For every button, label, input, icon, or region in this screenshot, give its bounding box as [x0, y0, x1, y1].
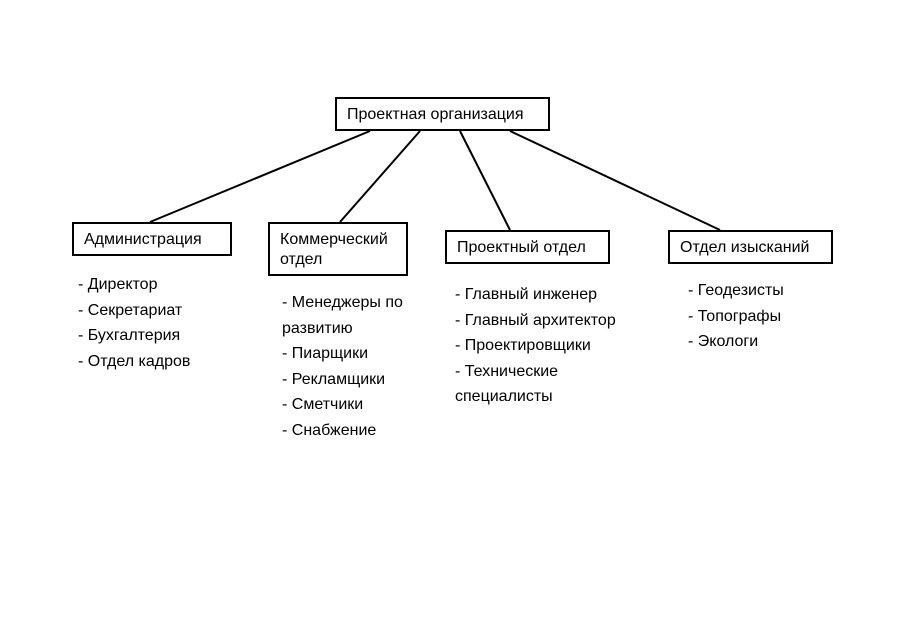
dept-box-admin: Администрация	[72, 222, 232, 256]
list-item: Отдел кадров	[78, 349, 190, 375]
edge-commercial	[340, 131, 420, 222]
list-item: Экологи	[688, 329, 784, 355]
root-label: Проектная организация	[347, 106, 524, 123]
dept-list-commercial: Менеджеры по развитиюПиарщикиРекламщикиС…	[282, 290, 432, 444]
root-node: Проектная организация	[335, 97, 550, 131]
list-item: Снабжение	[282, 418, 432, 444]
dept-label-admin: Администрация	[84, 231, 202, 248]
list-item: Секретариат	[78, 298, 190, 324]
list-item: Пиарщики	[282, 341, 432, 367]
edge-admin	[150, 131, 370, 222]
dept-label-commercial: Коммерческий отдел	[280, 231, 388, 268]
dept-box-survey: Отдел изысканий	[668, 230, 833, 264]
org-chart-canvas: Проектная организация Администрация Дирек…	[0, 0, 900, 640]
list-item: Менеджеры по развитию	[282, 290, 432, 341]
dept-box-commercial: Коммерческий отдел	[268, 222, 408, 276]
dept-label-project: Проектный отдел	[457, 239, 586, 256]
dept-list-survey: ГеодезистыТопографыЭкологи	[688, 278, 784, 355]
dept-label-survey: Отдел изысканий	[680, 239, 809, 256]
list-item: Главный инженер	[455, 282, 625, 308]
dept-box-project: Проектный отдел	[445, 230, 610, 264]
list-item: Рекламщики	[282, 367, 432, 393]
dept-list-project: Главный инженерГлавный архитекторПроекти…	[455, 282, 625, 410]
list-item: Директор	[78, 272, 190, 298]
dept-list-admin: ДиректорСекретариатБухгалтерияОтдел кадр…	[78, 272, 190, 374]
list-item: Проектировщики	[455, 333, 625, 359]
list-item: Главный архитектор	[455, 308, 625, 334]
edge-survey	[510, 131, 720, 230]
list-item: Топографы	[688, 304, 784, 330]
edge-project	[460, 131, 510, 230]
list-item: Технические специалисты	[455, 359, 625, 410]
list-item: Геодезисты	[688, 278, 784, 304]
list-item: Сметчики	[282, 392, 432, 418]
list-item: Бухгалтерия	[78, 323, 190, 349]
